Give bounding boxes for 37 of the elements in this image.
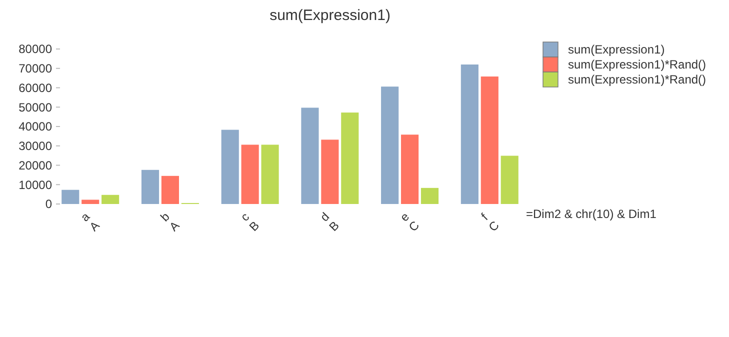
bar [460, 64, 478, 204]
bar [241, 144, 259, 204]
bar [321, 140, 339, 204]
bar [161, 176, 179, 204]
y-tick-label: 20000 [18, 158, 52, 172]
bar [62, 190, 80, 204]
legend-label: sum(Expression1)*Rand() [568, 72, 706, 87]
x-tick-label: f C [478, 210, 502, 234]
x-tick-label: e C [397, 209, 422, 234]
bar [261, 144, 279, 204]
y-tick-label: 80000 [18, 42, 52, 56]
bar [221, 130, 239, 204]
bar [82, 200, 100, 204]
y-tick-label: 30000 [18, 139, 52, 154]
x-axis-title: =Dim2 & chr(10) & Dim1 [526, 207, 657, 221]
chart-title: sum(Expression1) [270, 7, 390, 24]
bar [420, 188, 439, 204]
bar [301, 108, 319, 204]
legend-label: sum(Expression1)*Rand() [568, 58, 706, 72]
bar [341, 112, 359, 204]
x-tick-label: a A [78, 209, 102, 234]
bar [480, 76, 498, 204]
y-tick-label: 70000 [18, 62, 52, 76]
bar [102, 194, 120, 204]
y-tick-label: 60000 [18, 80, 52, 95]
bar [401, 134, 419, 204]
y-tick-label: 10000 [18, 178, 52, 192]
bar [500, 156, 518, 204]
legend-label: sum(Expression1) [568, 42, 665, 57]
x-tick-label: d B [317, 210, 342, 234]
y-tick-label: 0 [45, 197, 52, 212]
x-tick-label: c B [238, 210, 262, 234]
bar [381, 86, 399, 204]
bar [141, 170, 160, 204]
y-tick-label: 40000 [18, 120, 52, 134]
x-tick-label: b A [158, 209, 182, 234]
y-tick-label: 50000 [18, 100, 52, 114]
